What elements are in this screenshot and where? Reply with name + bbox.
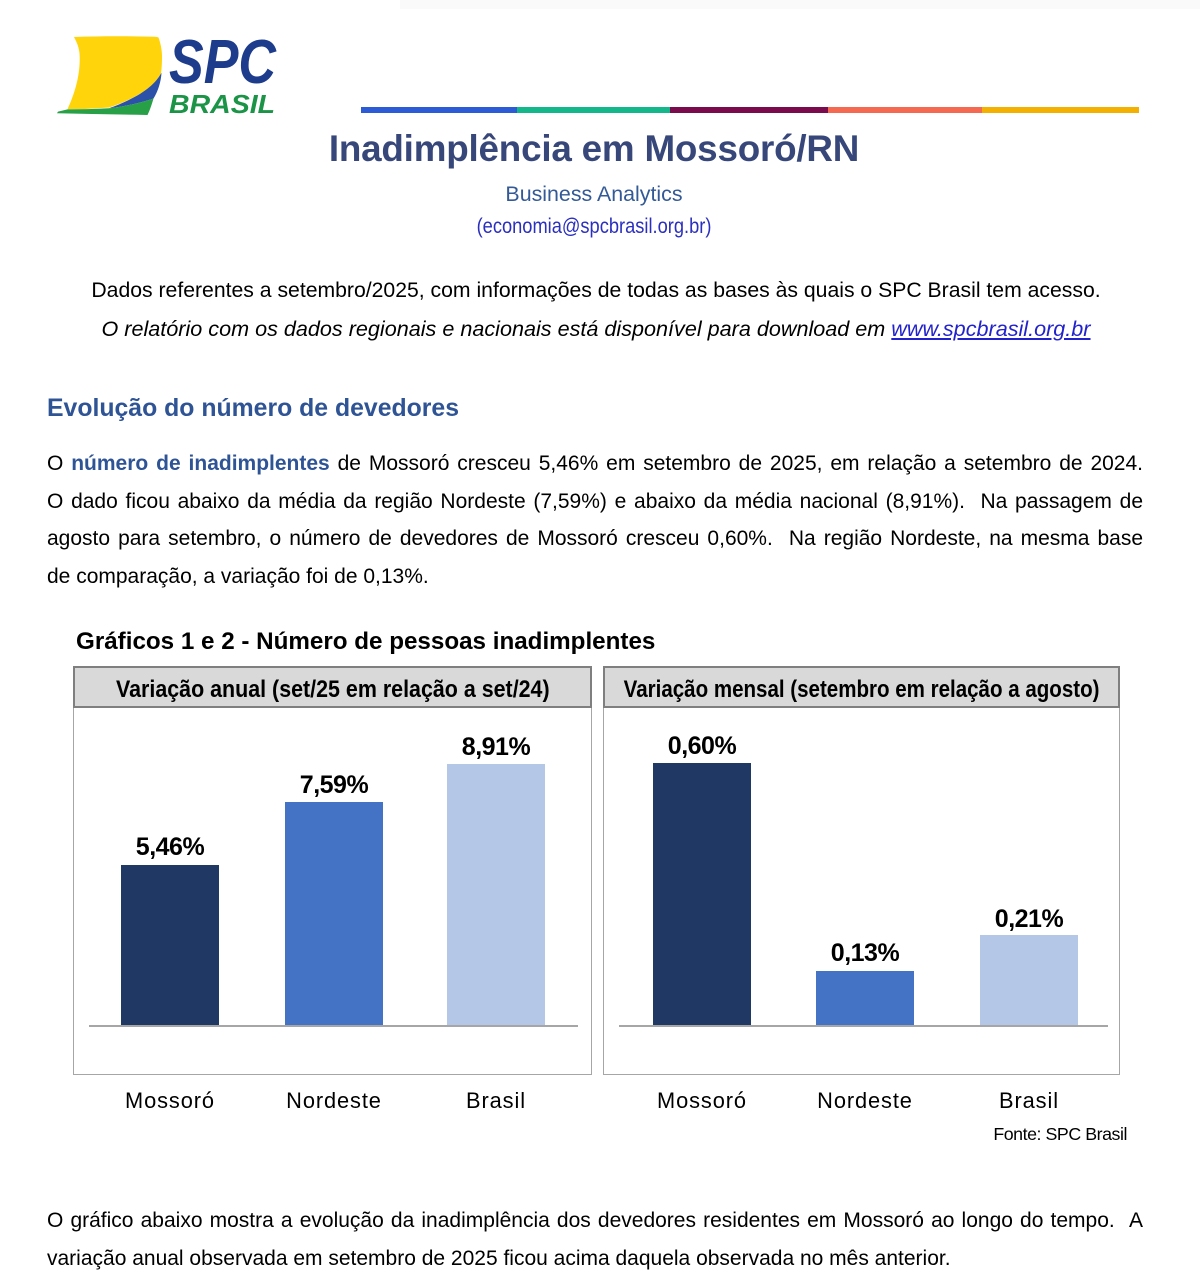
svg-text:SPC: SPC <box>169 33 277 97</box>
svg-text:BRASIL: BRASIL <box>169 91 275 118</box>
